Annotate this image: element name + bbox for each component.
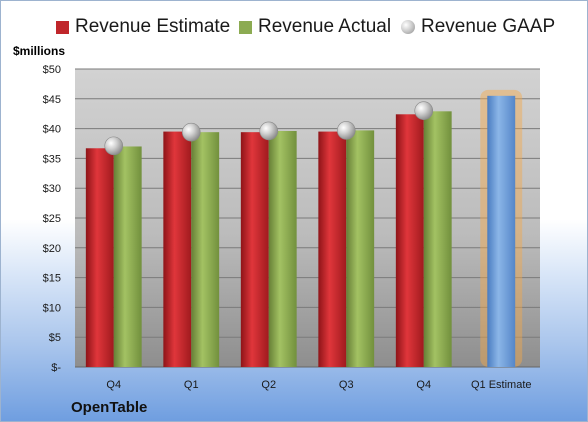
bar-revenue-actual	[191, 132, 220, 367]
x-axis-ticks: Q4 Q1 Q2 Q3 Q4 Q1 Estimate	[106, 379, 531, 391]
y-tick-label: $-	[51, 362, 61, 374]
bar-revenue-actual	[113, 146, 142, 367]
legend-swatch-green	[239, 20, 252, 34]
bar-revenue-actual	[423, 111, 452, 367]
y-tick-label: $25	[43, 213, 61, 225]
y-tick-label: $50	[43, 64, 61, 76]
legend-marker-gray	[401, 20, 415, 34]
legend-swatch-red	[56, 20, 69, 34]
bar-revenue-estimate	[318, 131, 347, 367]
bar-revenue-estimate	[85, 148, 114, 367]
legend: Revenue Estimate Revenue Actual Revenue …	[1, 16, 587, 42]
grid-lines	[75, 68, 540, 368]
bar-revenue-actual	[268, 130, 297, 367]
x-tick-label: Q4	[416, 379, 431, 391]
marker-revenue-gaap	[336, 121, 356, 140]
bar-revenue-estimate	[240, 132, 269, 367]
bar-revenue-actual	[346, 130, 375, 367]
legend-item-revenue-actual: Revenue Actual	[239, 16, 391, 38]
bar-revenue-estimate	[395, 114, 424, 368]
y-tick-label: $15	[43, 273, 61, 285]
x-tick-label: Q1	[184, 379, 199, 391]
bars	[85, 89, 523, 368]
marker-revenue-gaap	[414, 101, 434, 121]
y-tick-label: $5	[49, 332, 61, 344]
legend-item-revenue-gaap: Revenue GAAP	[401, 16, 555, 38]
legend-label: Revenue GAAP	[421, 16, 556, 37]
y-tick-label: $30	[43, 183, 61, 195]
x-tick-label: Q4	[106, 379, 121, 391]
marker-revenue-gaap	[259, 121, 279, 141]
y-tick-label: $20	[43, 243, 61, 255]
legend-item-revenue-estimate: Revenue Estimate	[56, 16, 230, 38]
marker-revenue-gaap	[181, 122, 201, 142]
x-tick-label: Q3	[339, 379, 354, 391]
y-tick-label: $35	[43, 153, 61, 165]
marker-revenue-gaap	[104, 136, 124, 156]
y-axis-ticks: $- $5 $10 $15 $20 $25 $30 $35 $40 $45 $50	[43, 64, 62, 374]
bar-q1-estimate	[487, 95, 516, 367]
x-tick-label: Q2	[261, 379, 276, 391]
x-tick-label: Q1 Estimate	[471, 379, 532, 391]
legend-label: Revenue Actual	[258, 16, 392, 37]
y-axis-unit-label: $millions	[13, 44, 66, 58]
y-tick-label: $45	[43, 94, 61, 106]
legend-label: Revenue Estimate	[75, 16, 231, 37]
y-tick-label: $10	[43, 302, 61, 314]
y-tick-label: $40	[43, 124, 61, 136]
bar-revenue-estimate	[163, 131, 192, 367]
company-name: OpenTable	[71, 399, 148, 416]
